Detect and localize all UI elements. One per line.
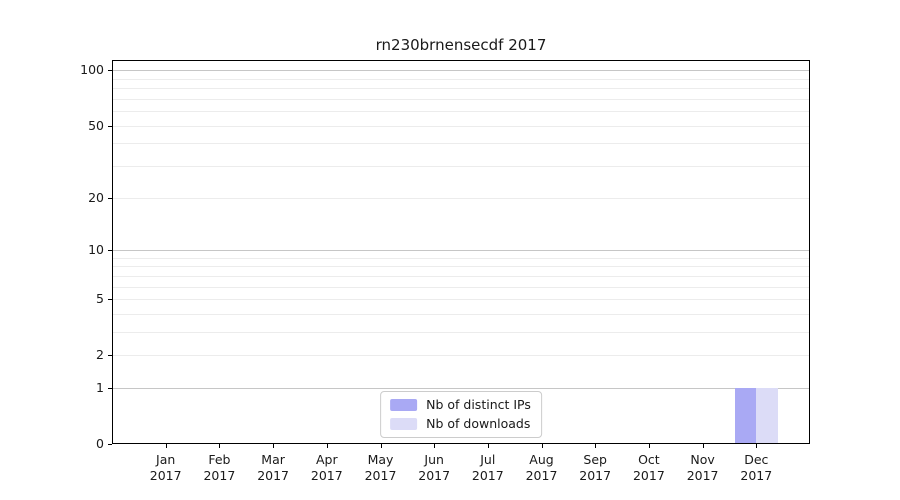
x-tick-year: 2017 bbox=[525, 468, 558, 483]
y-tick-label: 5 bbox=[96, 291, 104, 306]
x-tick-year: 2017 bbox=[740, 468, 773, 483]
x-tick-mark bbox=[380, 444, 382, 448]
minor-gridline bbox=[113, 266, 809, 268]
x-tick-label: Feb 2017 bbox=[187, 452, 251, 484]
x-tick-year: 2017 bbox=[418, 468, 451, 483]
legend-label-distinct-ips: Nb of distinct IPs bbox=[426, 397, 531, 412]
x-tick-year: 2017 bbox=[471, 468, 504, 483]
minor-gridline bbox=[113, 299, 809, 300]
legend-label-downloads: Nb of downloads bbox=[426, 416, 531, 431]
x-tick-mark bbox=[273, 444, 275, 448]
right-spine bbox=[809, 60, 810, 444]
x-tick-mark bbox=[756, 444, 758, 448]
major-gridline bbox=[113, 70, 809, 72]
major-gridline bbox=[113, 387, 809, 389]
x-tick-label: Mar 2017 bbox=[241, 452, 305, 484]
x-tick-mark bbox=[702, 444, 704, 448]
minor-gridline bbox=[113, 275, 809, 277]
x-tick-mark bbox=[165, 444, 167, 448]
y-tick-label: 100 bbox=[80, 62, 104, 78]
x-tick-label: Oct 2017 bbox=[617, 452, 681, 484]
x-tick-year: 2017 bbox=[632, 468, 665, 483]
minor-gridline bbox=[113, 166, 809, 167]
minor-gridline bbox=[113, 197, 809, 199]
y-tick-mark bbox=[108, 355, 112, 357]
plot-area: Nb of distinct IPs Nb of downloads bbox=[112, 60, 810, 444]
x-tick-mark bbox=[541, 444, 543, 448]
x-tick-label: Jul 2017 bbox=[456, 452, 520, 484]
y-tick-label: 50 bbox=[88, 117, 104, 133]
x-tick-year: 2017 bbox=[203, 468, 236, 483]
x-tick-label: Nov 2017 bbox=[671, 452, 735, 484]
legend-swatch-downloads bbox=[390, 417, 418, 430]
minor-gridline bbox=[113, 257, 809, 259]
y-tick-label: 20 bbox=[88, 189, 104, 205]
x-tick-label: Apr 2017 bbox=[295, 452, 359, 484]
x-tick-label: Dec 2017 bbox=[724, 452, 788, 484]
major-gridline bbox=[113, 249, 809, 251]
bar-distinct-ips bbox=[734, 387, 757, 443]
left-spine bbox=[112, 60, 113, 444]
minor-gridline bbox=[113, 313, 809, 315]
y-tick-label: 10 bbox=[88, 241, 104, 257]
minor-gridline bbox=[113, 331, 809, 333]
x-tick-label: Aug 2017 bbox=[510, 452, 574, 484]
x-tick-label: Jan 2017 bbox=[134, 452, 198, 484]
legend-item-distinct-ips: Nb of distinct IPs bbox=[390, 397, 531, 412]
x-tick-mark bbox=[219, 444, 221, 448]
bar-downloads bbox=[756, 387, 778, 443]
y-tick-mark bbox=[108, 125, 112, 127]
x-tick-year: 2017 bbox=[364, 468, 397, 483]
top-spine bbox=[112, 60, 810, 61]
x-tick-label: Jun 2017 bbox=[402, 452, 466, 484]
minor-gridline bbox=[113, 143, 809, 145]
legend-swatch-distinct-ips bbox=[390, 398, 418, 411]
minor-gridline bbox=[113, 125, 809, 127]
y-tick-mark bbox=[108, 444, 112, 445]
x-tick-mark bbox=[648, 444, 650, 448]
y-tick-label: 0 bbox=[96, 436, 104, 451]
y-tick-label: 2 bbox=[96, 347, 104, 363]
minor-gridline bbox=[113, 286, 809, 288]
x-tick-year: 2017 bbox=[257, 468, 289, 483]
minor-gridline bbox=[113, 111, 809, 113]
y-tick-mark bbox=[108, 197, 112, 199]
x-tick-mark bbox=[487, 444, 489, 448]
x-tick-year: 2017 bbox=[686, 468, 719, 483]
y-tick-mark bbox=[108, 249, 112, 251]
minor-gridline bbox=[113, 355, 809, 357]
y-tick-mark bbox=[108, 387, 112, 389]
minor-gridline bbox=[113, 78, 809, 80]
minor-gridline bbox=[113, 88, 809, 90]
y-tick-label: 1 bbox=[96, 379, 104, 395]
x-tick-mark bbox=[326, 444, 328, 448]
x-tick-year: 2017 bbox=[310, 468, 343, 483]
x-tick-mark bbox=[434, 444, 436, 448]
x-tick-year: 2017 bbox=[149, 468, 182, 483]
chart-title: rn230brnensecdf 2017 bbox=[375, 36, 547, 54]
y-tick-mark bbox=[108, 299, 112, 300]
y-tick-mark bbox=[108, 70, 112, 72]
legend-item-downloads: Nb of downloads bbox=[390, 416, 531, 431]
x-tick-mark bbox=[595, 444, 597, 448]
x-tick-year: 2017 bbox=[579, 468, 612, 483]
x-axis-spine bbox=[112, 443, 810, 444]
x-tick-label: May 2017 bbox=[349, 452, 413, 484]
minor-gridline bbox=[113, 99, 809, 100]
x-tick-label: Sep 2017 bbox=[563, 452, 627, 484]
legend: Nb of distinct IPs Nb of downloads bbox=[380, 391, 542, 438]
